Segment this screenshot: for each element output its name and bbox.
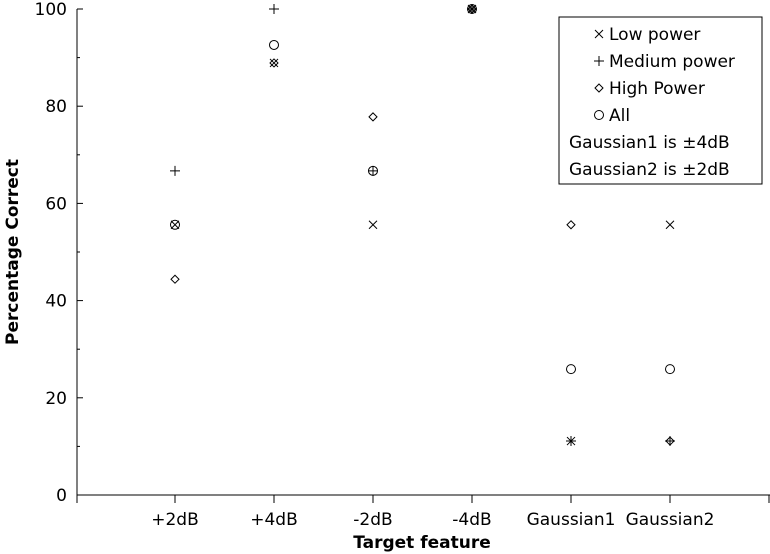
data-marks [170,4,675,447]
all-point [368,165,378,176]
x-tick-label: Gaussian1 [527,510,616,530]
legend-entry: All [609,106,630,126]
y-axis-label: Percentage Correct [3,159,23,345]
legend-box [558,16,763,185]
all-point [467,4,477,14]
all-point [170,219,180,230]
high-power-point [269,58,279,68]
y-tick-label: 100 [35,0,67,20]
x-tick-label: -4dB [452,510,491,530]
legend-marker-icon [594,29,604,39]
y-tick-label: 0 [56,486,67,506]
x-tick-label: -2dB [353,510,392,530]
legend-marker-icon [594,83,604,93]
all-point [566,364,576,375]
x-tick-label: +4dB [250,510,298,530]
low-power-point [665,220,675,230]
medium-power-point [170,165,180,176]
medium-power-point [368,165,378,176]
legend-note: Gaussian1 is ±4dB [569,133,730,153]
legend-entry: High Power [609,79,705,99]
y-tick-label: 20 [45,389,67,409]
high-power-point [170,274,180,284]
legend-marker-icon [594,110,604,120]
high-power-point [665,436,675,446]
legend-note: Gaussian2 is ±2dB [569,160,730,180]
legend: Low power Medium power High Power All Gaussi… [558,16,763,185]
legend-entry: Medium power [609,52,735,72]
medium-power-point [269,4,279,14]
y-axis-ticks: 0 20 40 60 80 100 [35,0,83,506]
high-power-point [566,220,576,230]
medium-power-point [566,436,576,447]
x-axis-ticks: +2dB +4dB -2dB -4dB Gaussian1 Gaussian2 [76,495,770,530]
x-tick-label: Gaussian2 [626,510,715,530]
low-power-point [368,220,378,230]
high-power-point [368,112,378,122]
all-point [665,364,675,375]
legend-marker-icon [594,56,604,66]
legend-entry: Low power [609,25,700,45]
x-axis-label: Target feature [353,533,491,553]
low-power-point [170,220,180,230]
y-tick-label: 80 [45,97,67,117]
y-tick-label: 40 [45,292,67,312]
y-tick-label: 60 [45,194,67,214]
all-point [269,39,279,50]
x-tick-label: +2dB [151,510,199,530]
low-power-point [269,58,279,68]
